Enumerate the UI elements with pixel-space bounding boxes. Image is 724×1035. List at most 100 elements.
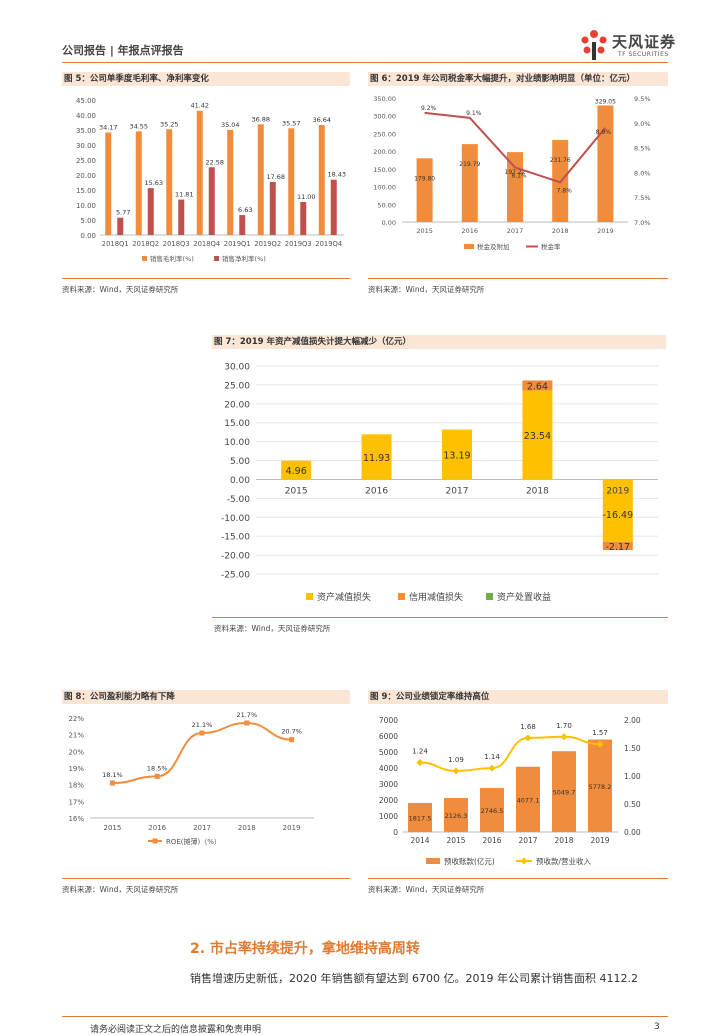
line-data-label: 1.14 — [484, 753, 500, 761]
bar-advance-receipts — [516, 766, 540, 832]
y-tick-label: -10.00 — [221, 514, 250, 524]
footer-divider — [62, 1016, 668, 1017]
bar-net-margin — [269, 181, 276, 235]
y-tick-label: 10.00 — [224, 438, 250, 448]
line-data-label: 1.57 — [592, 729, 608, 737]
data-label: -16.49 — [602, 510, 633, 521]
brand-name-en: TF SECURITIES — [618, 51, 669, 58]
y-tick-label: 250.00 — [373, 130, 396, 138]
roe-marker — [154, 773, 160, 779]
bar-credit-impairment — [522, 380, 553, 391]
bar-gross-margin — [257, 124, 264, 235]
data-label: 41.42 — [190, 102, 209, 110]
bar-asset-impairment — [602, 479, 633, 542]
y-tick-label: 6000 — [379, 732, 398, 741]
section-body: 销售增速历史新低，2020 年销售额有望达到 6700 亿。2019 年公司累计… — [190, 972, 638, 985]
bar-tax — [461, 144, 478, 222]
fig5-title: 图 5：公司单季度毛利率、净利率变化 — [62, 72, 350, 86]
fig7-chart: -25.00 -20.00 -15.00 -10.00 -5.00 0.00 5.00 10.… — [221, 363, 658, 603]
y2-tick-label: 1.50 — [624, 744, 641, 753]
bar-asset-impairment — [361, 434, 392, 480]
data-label: 21.1% — [192, 721, 213, 729]
x-tick-label: 2018 — [552, 227, 569, 235]
line-data-label: 1.70 — [556, 722, 572, 730]
data-label: 5.77 — [116, 209, 130, 217]
fig9-source: 资料来源：Wind，天风证券研究所 — [368, 885, 485, 894]
y-tick-label: 17% — [68, 798, 84, 806]
y2-tick-label: 9.0% — [634, 120, 651, 128]
legend-label: 信用减值损失 — [409, 591, 463, 603]
x-tick-label: 2016 — [462, 227, 479, 235]
line-data-label: 7.8% — [557, 187, 573, 194]
legend-swatch — [214, 256, 219, 261]
data-label: 36.88 — [251, 115, 270, 123]
data-label: 34.17 — [99, 123, 118, 131]
line-data-label: 1.68 — [520, 723, 536, 731]
bar-advance-receipts — [408, 802, 432, 832]
ratio-marker — [488, 764, 496, 772]
legend-marker — [520, 857, 528, 865]
fig7-source: 资料来源：Wind，天风证券研究所 — [214, 624, 331, 633]
y-tick-label: 30.00 — [76, 142, 96, 150]
y-tick-label: 35.00 — [76, 127, 96, 135]
y2-tick-label: 8.5% — [634, 145, 651, 153]
x-tick-label: 2018Q3 — [163, 240, 190, 248]
bar-advance-receipts — [588, 739, 612, 832]
y-tick-label: 15.00 — [76, 187, 96, 195]
y-tick-label: 30.00 — [224, 363, 250, 373]
bar-data-label: 4077.1 — [517, 796, 540, 804]
data-label: 11.81 — [175, 191, 194, 199]
y-tick-label: 20.00 — [224, 400, 250, 410]
bar-data-label: 179.80 — [414, 175, 435, 182]
y-tick-label: 150.00 — [373, 166, 396, 174]
ratio-marker — [452, 767, 460, 775]
bar-gross-margin — [318, 125, 325, 235]
data-label: 36.64 — [312, 116, 331, 124]
bar-data-label: 2126.3 — [445, 812, 468, 820]
bar-gross-margin — [166, 129, 173, 235]
x-tick-label: 2015 — [446, 836, 465, 845]
line-tax-rate — [424, 111, 607, 184]
y-tick-label: 3000 — [379, 780, 398, 789]
y-tick-label: -25.00 — [221, 571, 250, 581]
bar-gross-margin — [288, 128, 295, 235]
bar-data-label: 219.79 — [459, 161, 480, 168]
y2-tick-label: 0.50 — [624, 800, 641, 809]
y-tick-label: 0.00 — [80, 232, 96, 240]
x-tick-label: 2019 — [597, 227, 614, 235]
y2-tick-label: 7.0% — [634, 219, 651, 227]
header-divider — [62, 62, 668, 63]
y2-tick-label: 8.0% — [634, 169, 651, 177]
x-tick-label: 2019 — [283, 824, 301, 832]
data-label: 22.58 — [205, 158, 224, 166]
x-tick-label: 2019 — [590, 836, 609, 845]
y2-tick-label: 0.00 — [624, 828, 641, 837]
y-tick-label: 15.00 — [224, 419, 250, 429]
x-tick-label: 2015 — [103, 824, 121, 832]
x-tick-label: 2018Q2 — [132, 240, 159, 248]
bar-net-margin — [208, 167, 215, 235]
bar-data-label: 197.22 — [505, 169, 526, 176]
data-label: 18.43 — [327, 171, 346, 179]
y-tick-label: 22% — [68, 715, 84, 723]
data-label: 15.63 — [144, 179, 163, 187]
y-tick-label: 5.00 — [80, 217, 96, 225]
x-tick-label: 2019Q2 — [254, 240, 281, 248]
legend-swatch — [142, 256, 147, 261]
y-tick-label: 0 — [393, 828, 398, 837]
y-tick-label: 5.00 — [230, 457, 250, 467]
ratio-marker — [596, 740, 604, 748]
x-tick-label: 2019Q3 — [285, 240, 312, 248]
bar-net-margin — [239, 215, 246, 235]
y-tick-label: 19% — [68, 765, 84, 773]
bar-gross-margin — [227, 129, 234, 235]
data-label: 23.54 — [524, 431, 551, 442]
legend-swatch — [464, 244, 474, 249]
legend-label: 资产减值损失 — [317, 591, 371, 603]
data-label: 11.00 — [297, 193, 316, 201]
fig6-chart: 0.00 50.00 100.00 150.00 200.00 250.00 300.00 3… — [373, 95, 651, 251]
fig8-divider — [62, 878, 350, 879]
bar-data-label: 231.76 — [550, 157, 571, 164]
x-tick-label: 2016 — [365, 486, 388, 496]
legend-label: 销售净利率(%) — [222, 254, 266, 263]
